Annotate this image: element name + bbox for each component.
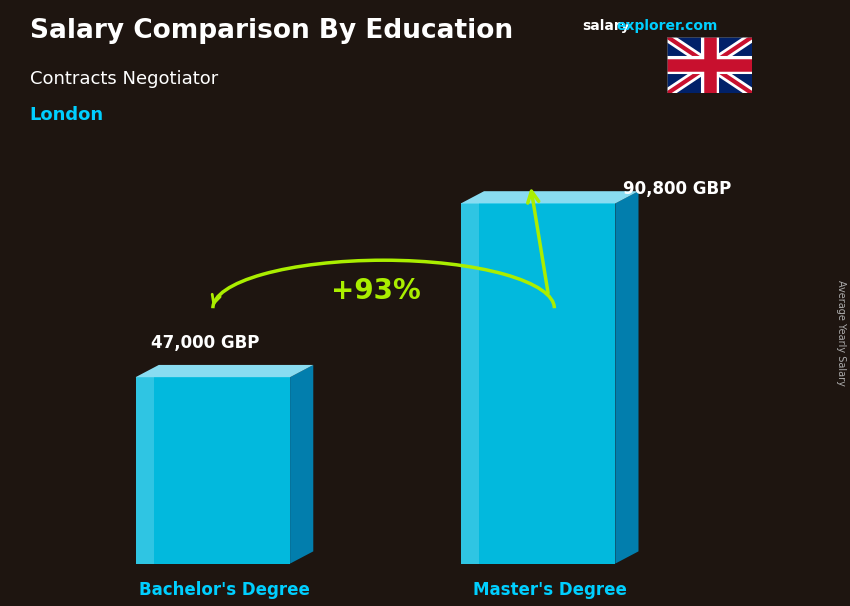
Text: Bachelor's Degree: Bachelor's Degree xyxy=(139,581,310,599)
Polygon shape xyxy=(615,191,638,564)
Text: Master's Degree: Master's Degree xyxy=(473,581,626,599)
Text: 90,800 GBP: 90,800 GBP xyxy=(623,180,731,198)
Text: +93%: +93% xyxy=(331,277,421,305)
Text: salary: salary xyxy=(582,19,630,33)
Polygon shape xyxy=(136,365,314,377)
Text: Contracts Negotiator: Contracts Negotiator xyxy=(30,70,218,88)
Polygon shape xyxy=(461,204,615,564)
Text: Salary Comparison By Education: Salary Comparison By Education xyxy=(30,18,513,44)
Polygon shape xyxy=(290,365,314,564)
Polygon shape xyxy=(461,204,479,564)
Text: explorer.com: explorer.com xyxy=(616,19,717,33)
Text: 47,000 GBP: 47,000 GBP xyxy=(151,334,259,352)
Polygon shape xyxy=(136,377,154,564)
Polygon shape xyxy=(461,191,638,204)
Polygon shape xyxy=(136,377,290,564)
Text: London: London xyxy=(30,106,104,124)
Text: Average Yearly Salary: Average Yearly Salary xyxy=(836,281,846,386)
